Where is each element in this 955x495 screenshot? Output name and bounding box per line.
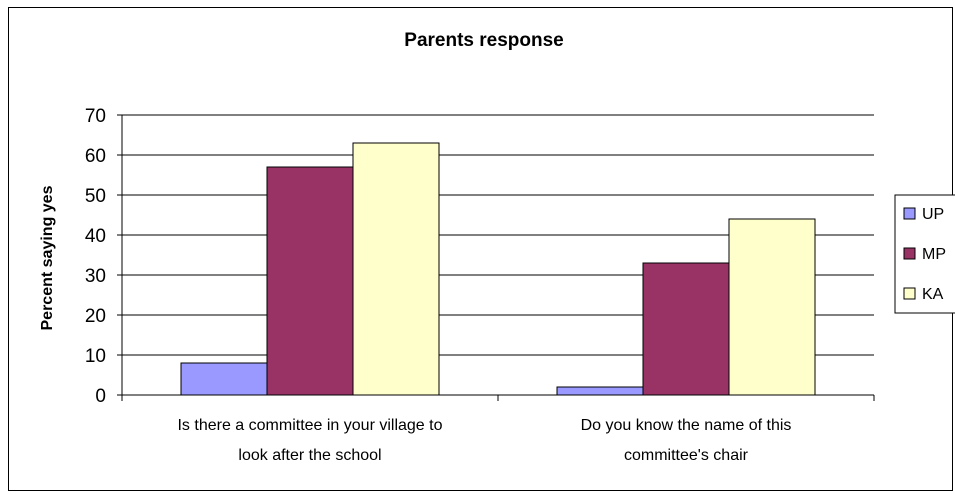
x-category-label: Do you know the name of this: [581, 417, 792, 434]
legend-label-ka: KA: [922, 286, 944, 303]
y-tick-label: 40: [85, 226, 106, 247]
y-axis-ticks: 0 10 20 30 40 50 60 70: [85, 106, 122, 407]
bar-up: [180, 362, 268, 396]
y-tick-label: 30: [85, 266, 106, 287]
y-tick-label: 60: [85, 146, 106, 167]
bars: [180, 142, 816, 396]
chart-title: Parents response: [404, 30, 563, 51]
legend-label-up: UP: [922, 206, 944, 223]
bar-up: [556, 386, 644, 396]
x-category-label: Is there a committee in your village to: [177, 417, 442, 434]
y-tick-label: 50: [85, 186, 106, 207]
bar-mp: [266, 166, 354, 396]
y-tick-label: 10: [85, 346, 106, 367]
y-tick-label: 0: [95, 386, 106, 407]
legend-label-mp: MP: [922, 246, 946, 263]
x-category-label: look after the school: [238, 447, 381, 464]
y-tick-label: 20: [85, 306, 106, 327]
x-category-label: committee's chair: [624, 447, 749, 464]
bar-ka: [352, 142, 440, 396]
axes: [121, 115, 875, 401]
bar-mp: [642, 262, 730, 396]
y-tick-label: 70: [85, 106, 106, 127]
legend: UP MP KA: [894, 194, 955, 314]
x-axis-labels: Is there a committee in your village to l…: [177, 417, 791, 464]
legend-swatch-up: [903, 207, 916, 220]
bar-ka: [728, 218, 816, 396]
legend-swatch-ka: [903, 287, 916, 300]
legend-swatch-mp: [903, 247, 916, 260]
y-axis-label: Percent saying yes: [39, 185, 56, 330]
